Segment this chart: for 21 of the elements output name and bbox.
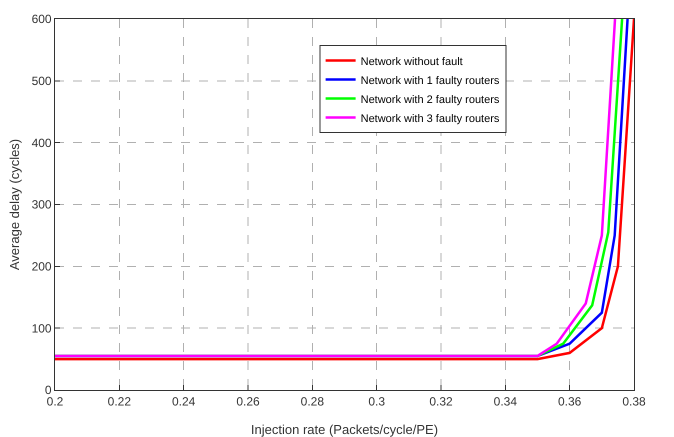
x-tick-label: 0.24: [172, 394, 196, 408]
legend-label: Network with 1 faulty routers: [360, 74, 500, 87]
x-tick-label: 0.28: [300, 394, 324, 408]
x-tick-label: 0.34: [494, 394, 518, 408]
y-axis-title: Average delay (cycles): [7, 138, 22, 270]
x-tick-label: 0.26: [236, 394, 260, 408]
x-tick-label: 0.38: [622, 394, 646, 408]
y-tick-label: 500: [32, 74, 52, 88]
x-tick-label: 0.32: [429, 394, 453, 408]
x-tick-label: 0.22: [108, 394, 132, 408]
legend-label: Network with 2 faulty routers: [360, 94, 500, 106]
y-tick-label: 100: [32, 321, 52, 336]
x-tick-label: 0.3: [368, 394, 386, 408]
legend-label: Network with 3 faulty routers: [360, 112, 500, 125]
legend-label: Network without fault: [360, 56, 463, 68]
x-axis-title: Injection rate (Packets/cycle/PE): [250, 422, 438, 437]
y-tick-label: 600: [32, 12, 52, 26]
x-tick-label: 0.36: [558, 394, 582, 408]
y-tick-label: 200: [32, 260, 52, 274]
y-tick-label: 400: [32, 136, 52, 150]
y-tick-label: 300: [32, 198, 52, 212]
